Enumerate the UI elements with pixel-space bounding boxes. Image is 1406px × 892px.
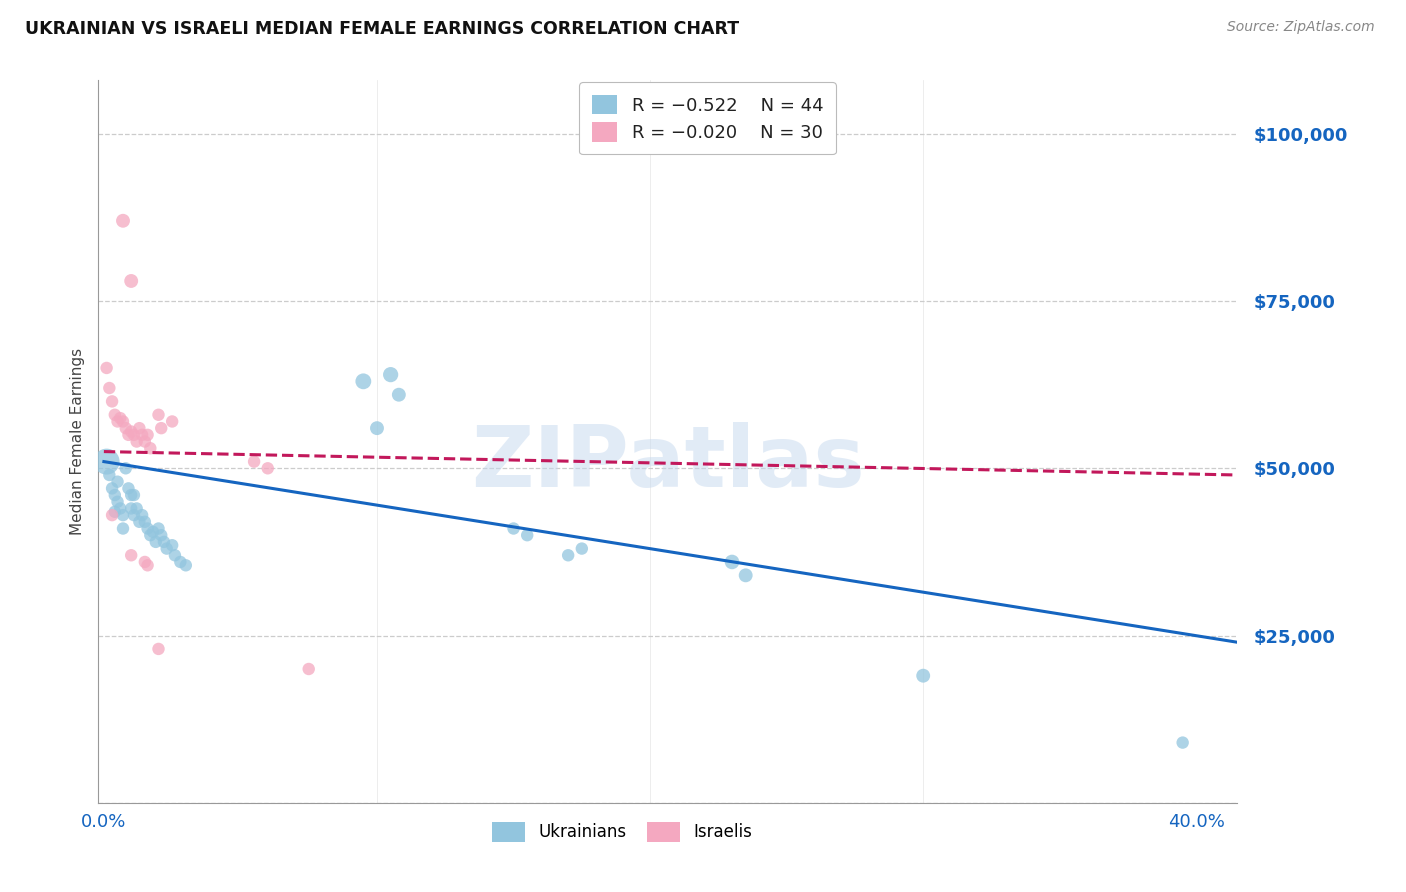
Text: ZIPatlas: ZIPatlas — [471, 422, 865, 505]
Point — [136, 521, 159, 535]
Point — [136, 427, 159, 442]
Point — [139, 528, 162, 542]
Point — [734, 568, 756, 582]
Point — [96, 361, 118, 376]
Point — [110, 501, 132, 516]
Point — [122, 427, 145, 442]
Legend: Ukrainians, Israelis: Ukrainians, Israelis — [485, 815, 759, 848]
Point — [163, 548, 186, 563]
Point — [107, 475, 129, 489]
Point — [298, 662, 321, 676]
Point — [150, 528, 173, 542]
Point — [912, 669, 935, 683]
Point — [114, 421, 136, 435]
Point — [120, 548, 142, 563]
Point — [150, 421, 173, 435]
Point — [128, 421, 150, 435]
Point — [131, 508, 153, 523]
Point — [134, 515, 156, 529]
Point — [388, 387, 411, 401]
Point — [156, 541, 179, 556]
Point — [153, 534, 176, 549]
Point — [111, 521, 134, 535]
Point — [107, 494, 129, 508]
Point — [125, 501, 148, 516]
Point — [120, 274, 142, 288]
Point — [366, 421, 388, 435]
Point — [136, 558, 159, 573]
Point — [110, 411, 132, 425]
Point — [125, 434, 148, 449]
Point — [104, 408, 127, 422]
Point — [169, 555, 191, 569]
Point — [120, 501, 142, 516]
Point — [148, 642, 170, 657]
Point — [571, 541, 593, 556]
Point — [107, 414, 129, 428]
Point — [104, 505, 127, 519]
Point — [122, 488, 145, 502]
Point — [148, 521, 170, 535]
Point — [243, 454, 266, 469]
Point — [139, 441, 162, 455]
Point — [101, 394, 124, 409]
Point — [101, 508, 124, 523]
Point — [160, 414, 183, 428]
Point — [114, 461, 136, 475]
Point — [380, 368, 402, 382]
Text: Source: ZipAtlas.com: Source: ZipAtlas.com — [1227, 20, 1375, 34]
Point — [557, 548, 579, 563]
Point — [516, 528, 538, 542]
Point — [96, 454, 118, 469]
Point — [117, 482, 139, 496]
Point — [174, 558, 197, 573]
Point — [111, 414, 134, 428]
Point — [128, 515, 150, 529]
Point — [131, 427, 153, 442]
Point — [120, 425, 142, 439]
Point — [160, 538, 183, 552]
Point — [134, 555, 156, 569]
Point — [1171, 735, 1194, 749]
Point — [142, 524, 165, 539]
Point — [120, 488, 142, 502]
Y-axis label: Median Female Earnings: Median Female Earnings — [69, 348, 84, 535]
Point — [352, 375, 374, 389]
Point — [145, 534, 167, 549]
Point — [148, 408, 170, 422]
Point — [111, 213, 134, 227]
Text: UKRAINIAN VS ISRAELI MEDIAN FEMALE EARNINGS CORRELATION CHART: UKRAINIAN VS ISRAELI MEDIAN FEMALE EARNI… — [25, 20, 740, 37]
Point — [134, 434, 156, 449]
Point — [721, 555, 744, 569]
Point — [111, 508, 134, 523]
Point — [117, 427, 139, 442]
Point — [122, 508, 145, 523]
Point — [104, 488, 127, 502]
Point — [98, 381, 121, 395]
Point — [256, 461, 278, 475]
Point — [101, 482, 124, 496]
Point — [502, 521, 524, 535]
Point — [98, 467, 121, 482]
